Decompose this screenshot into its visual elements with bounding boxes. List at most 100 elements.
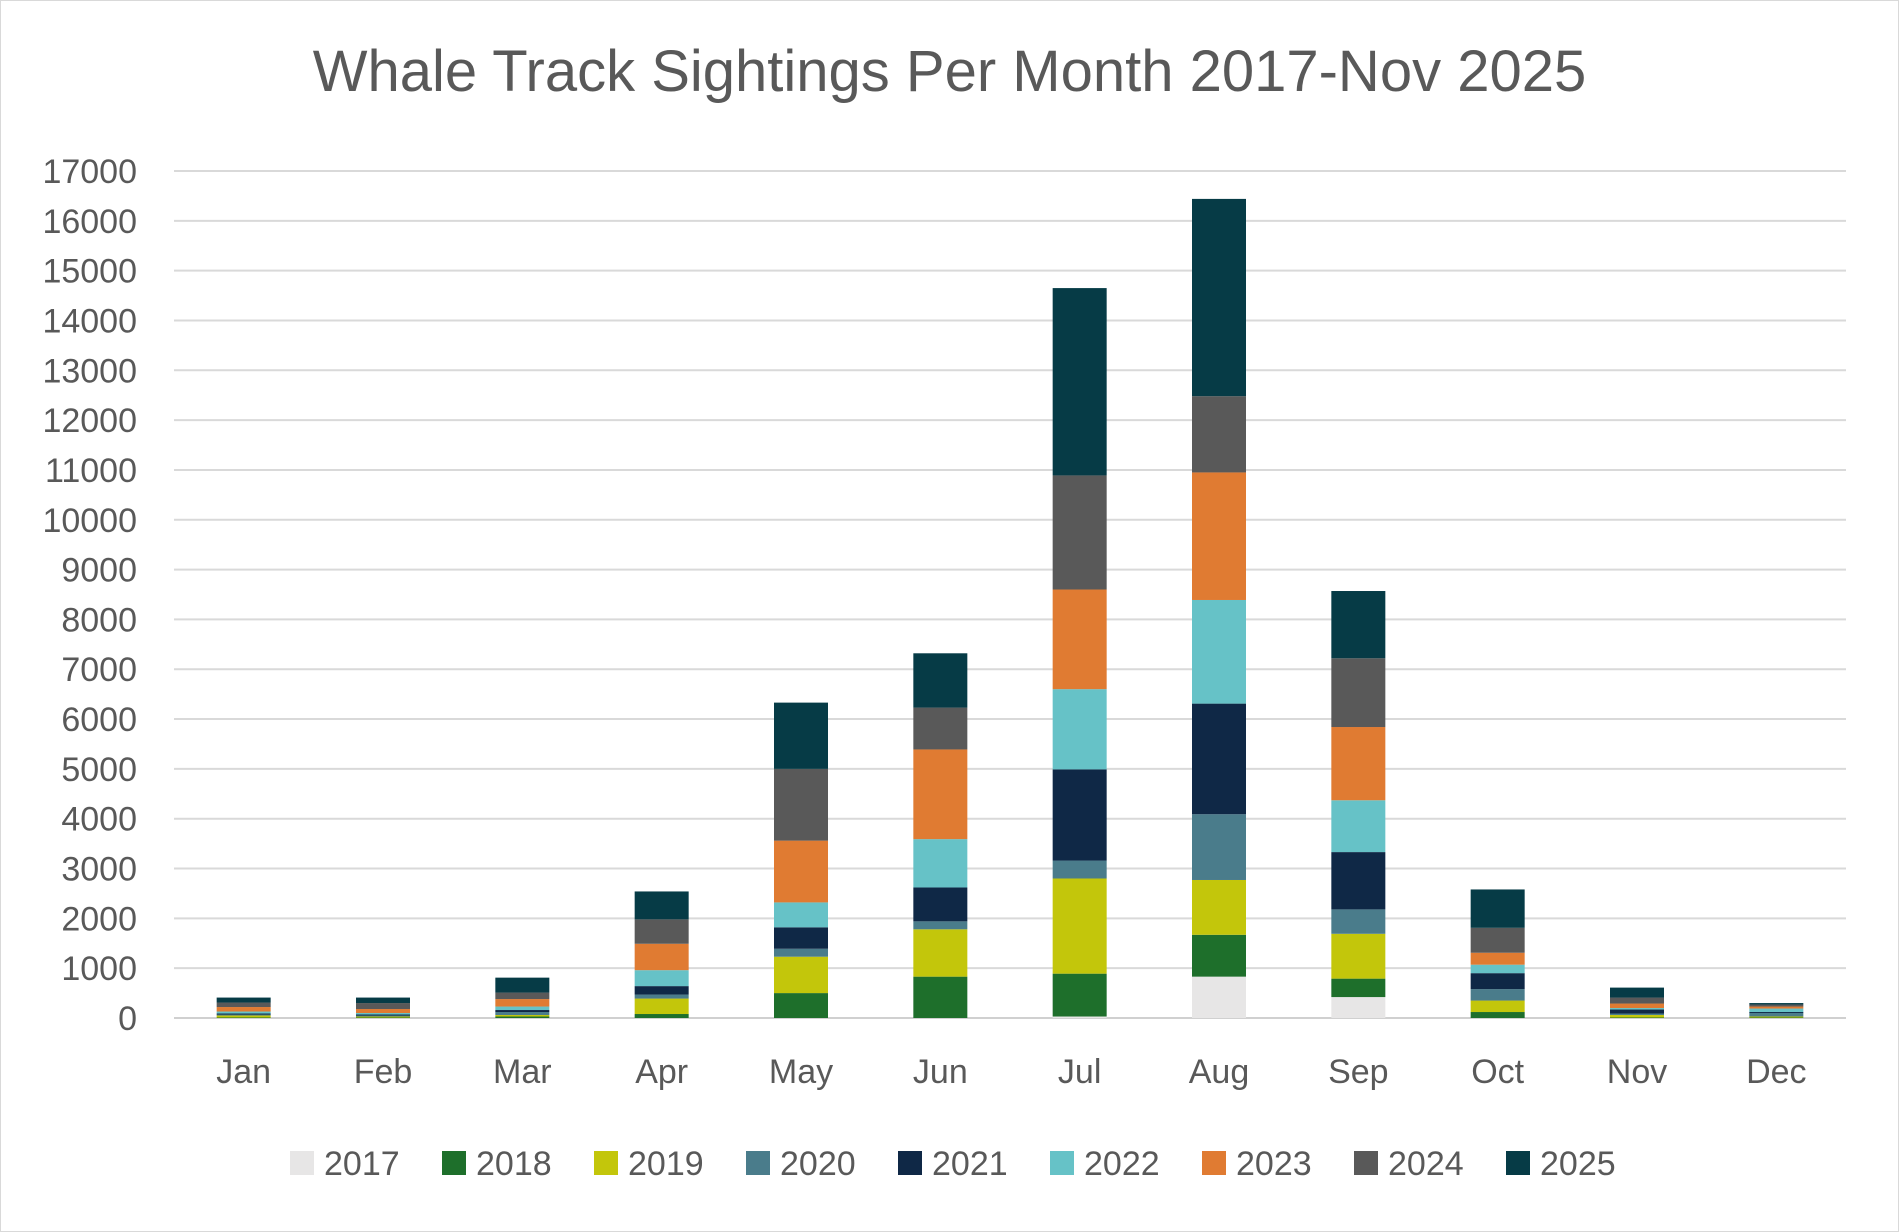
bars bbox=[216, 198, 1804, 1018]
bar-segment-oct-2020 bbox=[1470, 989, 1525, 1001]
bar-segment-feb-2019 bbox=[356, 1016, 410, 1018]
y-tick-label: 0 bbox=[118, 1000, 137, 1038]
bar-segment-sep-2019 bbox=[1331, 933, 1386, 979]
legend-swatch-2024 bbox=[1354, 1151, 1378, 1175]
x-tick-label: Apr bbox=[635, 1053, 688, 1091]
bar-segment-jun-2025 bbox=[913, 653, 968, 708]
bar-segment-jul-2017 bbox=[1052, 1016, 1107, 1018]
x-tick-label: Dec bbox=[1746, 1053, 1806, 1091]
bar-segment-apr-2020 bbox=[634, 994, 689, 999]
bar-segment-jan-2024 bbox=[216, 1002, 271, 1008]
x-tick-label: Jan bbox=[216, 1053, 271, 1091]
legend-label: 2020 bbox=[780, 1145, 856, 1183]
bar-segment-sep-2020 bbox=[1331, 909, 1386, 934]
legend-swatch-2023 bbox=[1202, 1151, 1226, 1175]
bar-segment-aug-2024 bbox=[1192, 396, 1246, 473]
bar-segment-apr-2019 bbox=[634, 998, 689, 1015]
bar-segment-feb-2023 bbox=[356, 1009, 410, 1014]
legend-label: 2021 bbox=[932, 1145, 1008, 1183]
bar-segment-nov-2025 bbox=[1610, 987, 1664, 998]
bar-segment-jul-2018 bbox=[1052, 973, 1107, 1017]
bar-segment-jul-2024 bbox=[1052, 475, 1107, 590]
bar-segment-aug-2019 bbox=[1192, 879, 1246, 935]
bar-segment-mar-2023 bbox=[495, 999, 550, 1007]
bar-segment-oct-2022 bbox=[1470, 964, 1525, 974]
y-axis-ticks: 0 1000 2000 3000 4000 5000 6000 7000 8000 9000 100… bbox=[42, 153, 137, 1038]
y-tick-label: 1000 bbox=[61, 950, 137, 988]
bar-segment-mar-2022 bbox=[495, 1006, 550, 1011]
bar-segment-jul-2019 bbox=[1052, 878, 1107, 974]
legend-swatch-2021 bbox=[898, 1151, 922, 1175]
y-tick-label: 10000 bbox=[42, 502, 137, 540]
x-tick-label: Aug bbox=[1189, 1053, 1250, 1091]
bar-segment-aug-2022 bbox=[1192, 599, 1246, 704]
legend: 2017 2018 2019 2020 2021 2022 2023 2024 2025 bbox=[290, 1145, 1616, 1183]
bar-segment-nov-2020 bbox=[1610, 1013, 1664, 1016]
bar-segment-nov-2021 bbox=[1610, 1009, 1664, 1014]
y-tick-label: 8000 bbox=[61, 601, 137, 639]
legend-label: 2017 bbox=[324, 1145, 400, 1183]
bar-segment-nov-2022 bbox=[1610, 1008, 1664, 1010]
bar-segment-jun-2024 bbox=[913, 707, 968, 750]
bar-segment-jun-2022 bbox=[913, 839, 968, 888]
bar-segment-mar-2025 bbox=[495, 977, 550, 993]
y-tick-label: 12000 bbox=[42, 402, 137, 440]
bar-segment-aug-2025 bbox=[1192, 198, 1246, 397]
bar-segment-jan-2019 bbox=[216, 1015, 271, 1018]
legend-label: 2019 bbox=[628, 1145, 704, 1183]
bar-segment-apr-2021 bbox=[634, 986, 689, 995]
bar-segment-apr-2018 bbox=[634, 1014, 689, 1018]
y-tick-label: 16000 bbox=[42, 203, 137, 241]
y-tick-label: 2000 bbox=[61, 900, 137, 938]
bar-segment-may-2024 bbox=[774, 768, 828, 841]
x-tick-label: Mar bbox=[493, 1053, 552, 1091]
gridlines bbox=[174, 170, 1846, 1019]
bar-segment-sep-2021 bbox=[1331, 852, 1386, 910]
legend-label: 2025 bbox=[1540, 1145, 1616, 1183]
bar-segment-dec-2023 bbox=[1749, 1006, 1804, 1009]
bar-segment-mar-2019 bbox=[495, 1015, 550, 1017]
bar-segment-mar-2021 bbox=[495, 1010, 550, 1013]
legend-swatch-2017 bbox=[290, 1151, 314, 1175]
bar-segment-jun-2018 bbox=[913, 976, 968, 1018]
x-tick-label: May bbox=[769, 1053, 833, 1091]
bar-segment-dec-2021 bbox=[1749, 1012, 1804, 1014]
bar-segment-feb-2021 bbox=[356, 1014, 410, 1016]
y-tick-label: 5000 bbox=[61, 751, 137, 789]
y-tick-label: 9000 bbox=[61, 552, 137, 590]
bar-segment-sep-2018 bbox=[1331, 978, 1386, 998]
bar-segment-jan-2025 bbox=[216, 997, 271, 1003]
bar-segment-sep-2017 bbox=[1331, 997, 1386, 1018]
x-tick-label: Jun bbox=[913, 1053, 968, 1091]
bar-segment-jun-2021 bbox=[913, 887, 968, 922]
bar-segment-oct-2023 bbox=[1470, 952, 1525, 965]
bar-segment-feb-2022 bbox=[356, 1013, 410, 1015]
bar-segment-jul-2025 bbox=[1052, 288, 1107, 476]
legend-swatch-2025 bbox=[1506, 1151, 1530, 1175]
bar-segment-jan-2021 bbox=[216, 1013, 271, 1015]
y-tick-label: 15000 bbox=[42, 253, 137, 291]
bar-segment-mar-2024 bbox=[495, 992, 550, 1000]
bar-segment-jan-2023 bbox=[216, 1007, 271, 1012]
y-tick-label: 7000 bbox=[61, 651, 137, 689]
bar-segment-apr-2023 bbox=[634, 943, 689, 971]
y-tick-label: 13000 bbox=[42, 352, 137, 390]
x-tick-label: Jul bbox=[1058, 1053, 1101, 1091]
legend-label: 2022 bbox=[1084, 1145, 1160, 1183]
legend-label: 2018 bbox=[476, 1145, 552, 1183]
y-tick-label: 11000 bbox=[45, 452, 137, 490]
legend-label: 2023 bbox=[1236, 1145, 1312, 1183]
bar-segment-may-2019 bbox=[774, 956, 828, 994]
x-tick-label: Feb bbox=[354, 1053, 413, 1091]
bar-segment-jun-2023 bbox=[913, 749, 968, 840]
legend-swatch-2022 bbox=[1050, 1151, 1074, 1175]
bar-segment-nov-2024 bbox=[1610, 997, 1664, 1004]
y-tick-label: 14000 bbox=[42, 302, 137, 340]
x-tick-label: Nov bbox=[1607, 1053, 1667, 1091]
bar-segment-may-2025 bbox=[774, 702, 828, 769]
legend-label: 2024 bbox=[1388, 1145, 1464, 1183]
bar-segment-dec-2020 bbox=[1749, 1013, 1804, 1017]
bar-segment-mar-2018 bbox=[495, 1016, 550, 1018]
bar-segment-jul-2022 bbox=[1052, 689, 1107, 770]
bar-segment-apr-2024 bbox=[634, 919, 689, 944]
